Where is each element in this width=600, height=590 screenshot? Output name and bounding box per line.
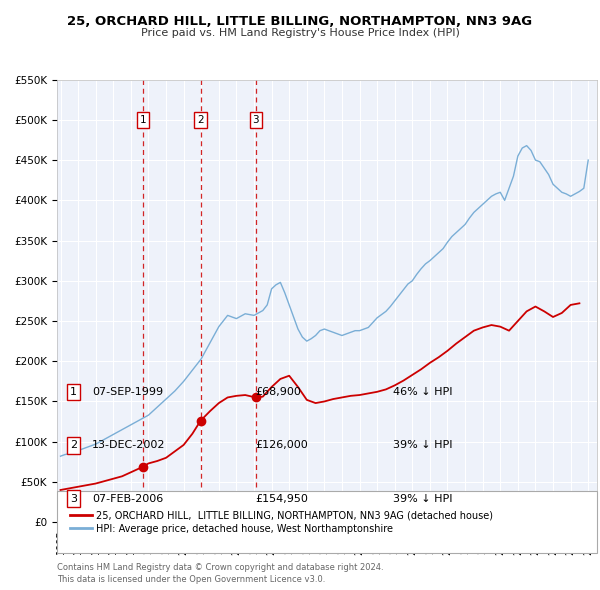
Text: 25, ORCHARD HILL, LITTLE BILLING, NORTHAMPTON, NN3 9AG: 25, ORCHARD HILL, LITTLE BILLING, NORTHA… — [67, 15, 533, 28]
Text: 2: 2 — [197, 115, 204, 125]
Text: 07-SEP-1999: 07-SEP-1999 — [92, 388, 163, 397]
Text: 13-DEC-2002: 13-DEC-2002 — [92, 441, 166, 450]
Legend: 25, ORCHARD HILL,  LITTLE BILLING, NORTHAMPTON, NN3 9AG (detached house), HPI: A: 25, ORCHARD HILL, LITTLE BILLING, NORTHA… — [67, 507, 496, 537]
Text: 39% ↓ HPI: 39% ↓ HPI — [393, 494, 452, 503]
Text: 1: 1 — [70, 388, 77, 397]
Text: £154,950: £154,950 — [255, 494, 308, 503]
Text: Contains HM Land Registry data © Crown copyright and database right 2024.
This d: Contains HM Land Registry data © Crown c… — [57, 563, 383, 584]
Text: £68,900: £68,900 — [255, 388, 301, 397]
Text: 1: 1 — [140, 115, 146, 125]
Text: 2: 2 — [70, 441, 77, 450]
Text: 46% ↓ HPI: 46% ↓ HPI — [393, 388, 452, 397]
FancyBboxPatch shape — [57, 491, 597, 553]
Text: 3: 3 — [253, 115, 259, 125]
Text: £126,000: £126,000 — [255, 441, 308, 450]
Text: Price paid vs. HM Land Registry's House Price Index (HPI): Price paid vs. HM Land Registry's House … — [140, 28, 460, 38]
Text: 3: 3 — [70, 494, 77, 503]
Text: 07-FEB-2006: 07-FEB-2006 — [92, 494, 163, 503]
Text: 39% ↓ HPI: 39% ↓ HPI — [393, 441, 452, 450]
